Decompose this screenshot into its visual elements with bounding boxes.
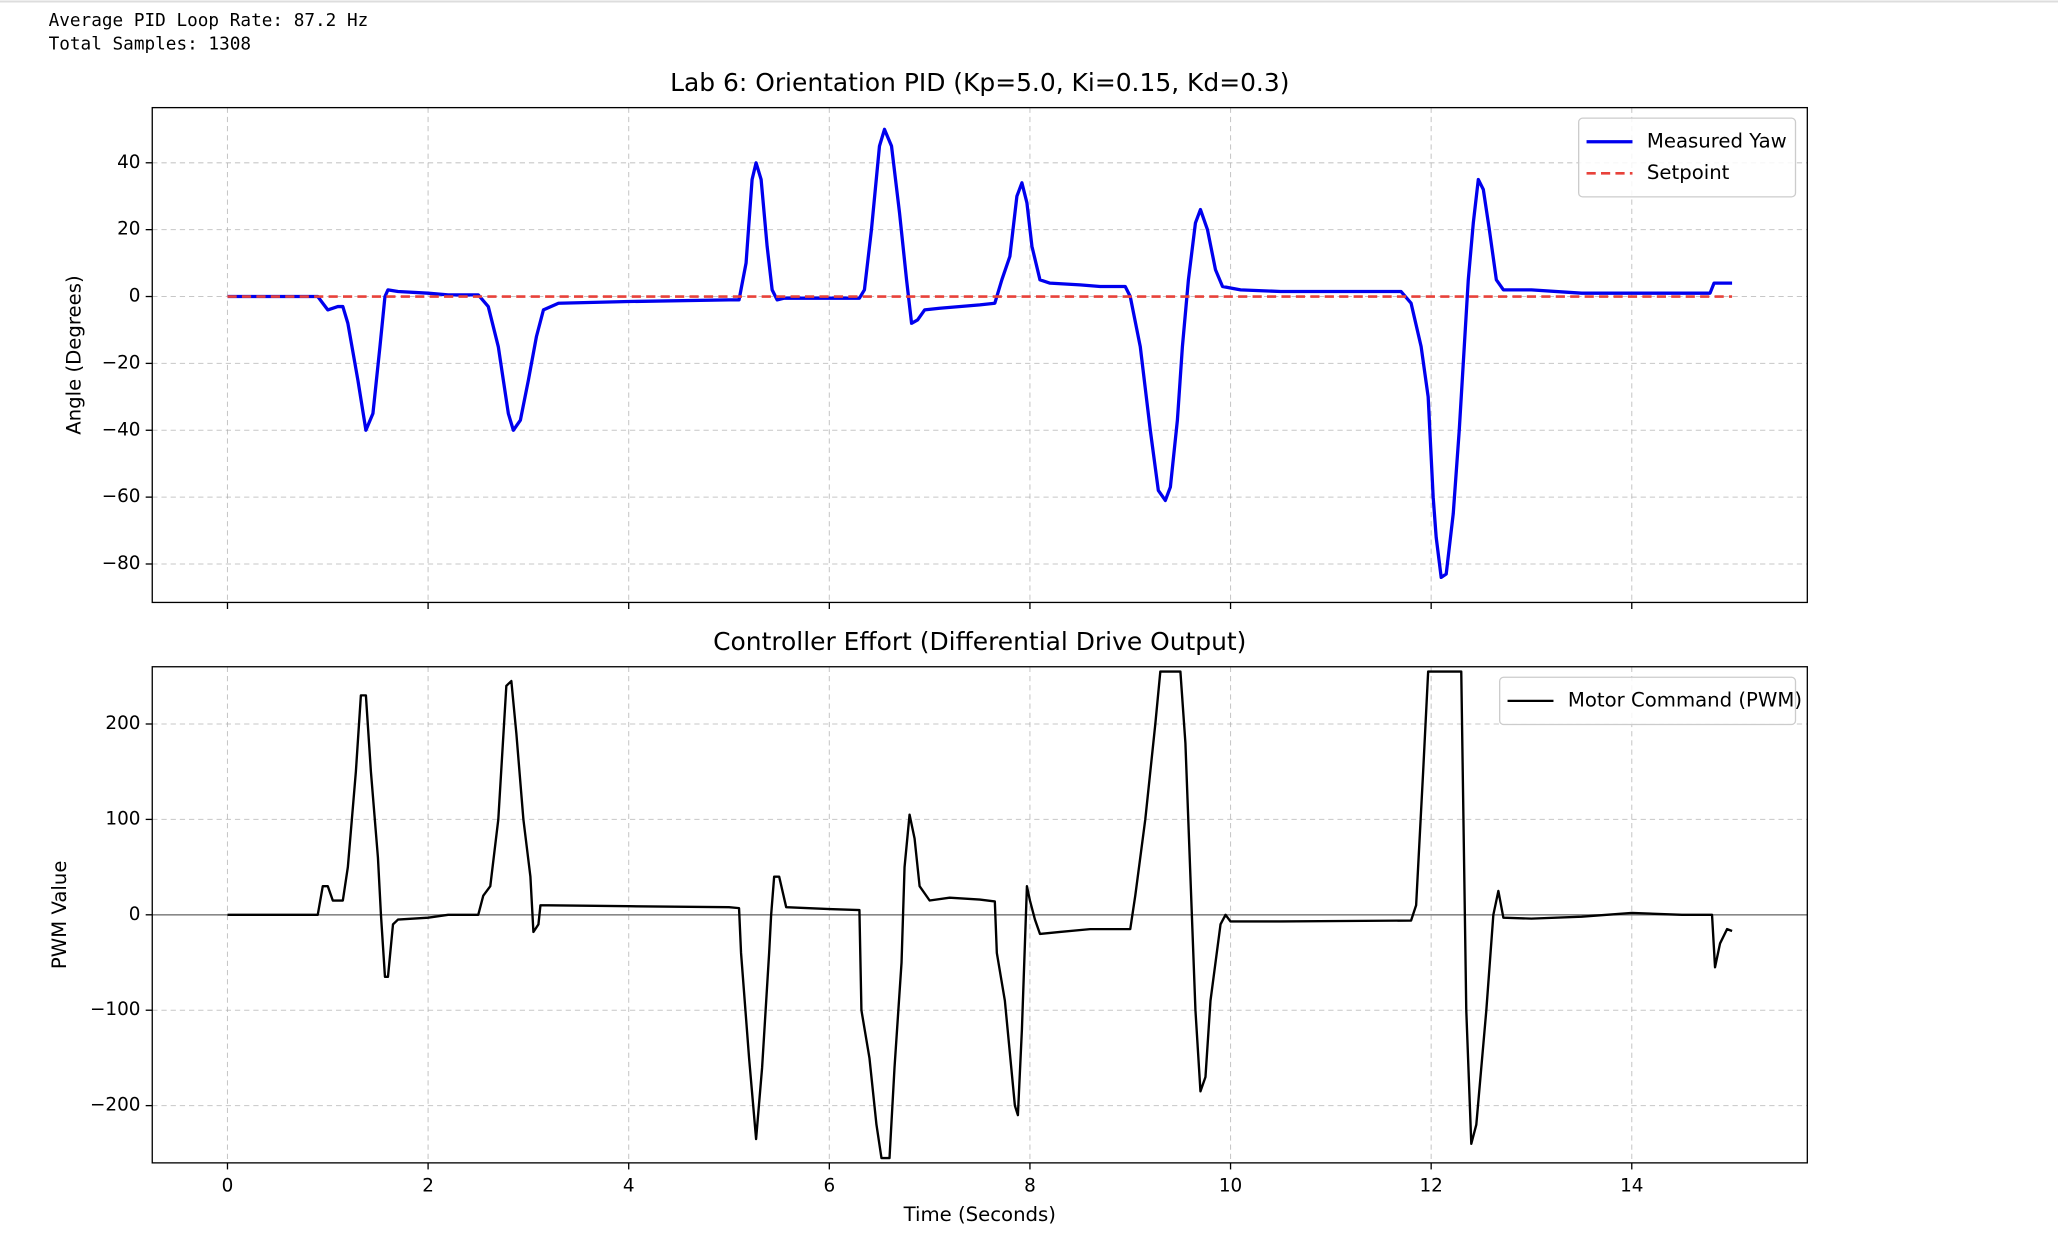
y-tick-label: 0 xyxy=(129,904,141,925)
data-line xyxy=(227,127,1733,580)
legend-label: Setpoint xyxy=(1647,161,1730,184)
legend-label: Measured Yaw xyxy=(1647,129,1787,152)
chart-title: Lab 6: Orientation PID (Kp=5.0, Ki=0.15,… xyxy=(670,68,1289,97)
x-axis-label: Time (Seconds) xyxy=(903,1203,1056,1226)
x-tick-label: 10 xyxy=(1219,1176,1242,1197)
legend-label: Motor Command (PWM) xyxy=(1568,688,1802,711)
y-tick-label: −20 xyxy=(102,352,141,373)
legend: Measured Yaw Setpoint xyxy=(1578,117,1797,198)
legend: Motor Command (PWM) xyxy=(1499,676,1802,726)
console-line: Average PID Loop Rate: 87.2 Hz xyxy=(49,11,369,31)
console-line: Total Samples: 1308 xyxy=(49,35,252,55)
y-tick-label: −80 xyxy=(102,553,141,574)
x-tick-label: 12 xyxy=(1419,1176,1442,1197)
scaled-content: Average PID Loop Rate: 87.2 Hz Total Sam… xyxy=(48,11,1808,1226)
y-axis-label: Angle (Degrees) xyxy=(62,275,85,434)
x-tick-label: 8 xyxy=(1024,1176,1036,1197)
chart-title: Controller Effort (Differential Drive Ou… xyxy=(713,627,1246,656)
y-tick-label: 0 xyxy=(129,286,141,307)
x-tick-label: 14 xyxy=(1620,1176,1643,1197)
legend-box xyxy=(1499,676,1797,726)
y-tick-label: 200 xyxy=(105,713,140,734)
y-tick-label: −200 xyxy=(90,1095,140,1116)
y-tick-label: −40 xyxy=(102,419,141,440)
y-tick-label: 100 xyxy=(105,808,140,829)
y-tick-label: 40 xyxy=(117,152,140,173)
y-tick-label: −60 xyxy=(102,486,141,507)
y-tick-label: −100 xyxy=(90,999,140,1020)
plot-frame xyxy=(151,106,1808,604)
x-tick-label: 2 xyxy=(422,1176,434,1197)
x-tick-label: 4 xyxy=(623,1176,635,1197)
y-tick-label: 20 xyxy=(117,219,140,240)
y-axis-label: PWM Value xyxy=(48,861,71,970)
x-tick-label: 0 xyxy=(222,1176,234,1197)
legend-box xyxy=(1578,117,1797,198)
plot-frame xyxy=(151,666,1808,1164)
data-line xyxy=(227,670,1733,1160)
x-tick-label: 6 xyxy=(823,1176,835,1197)
